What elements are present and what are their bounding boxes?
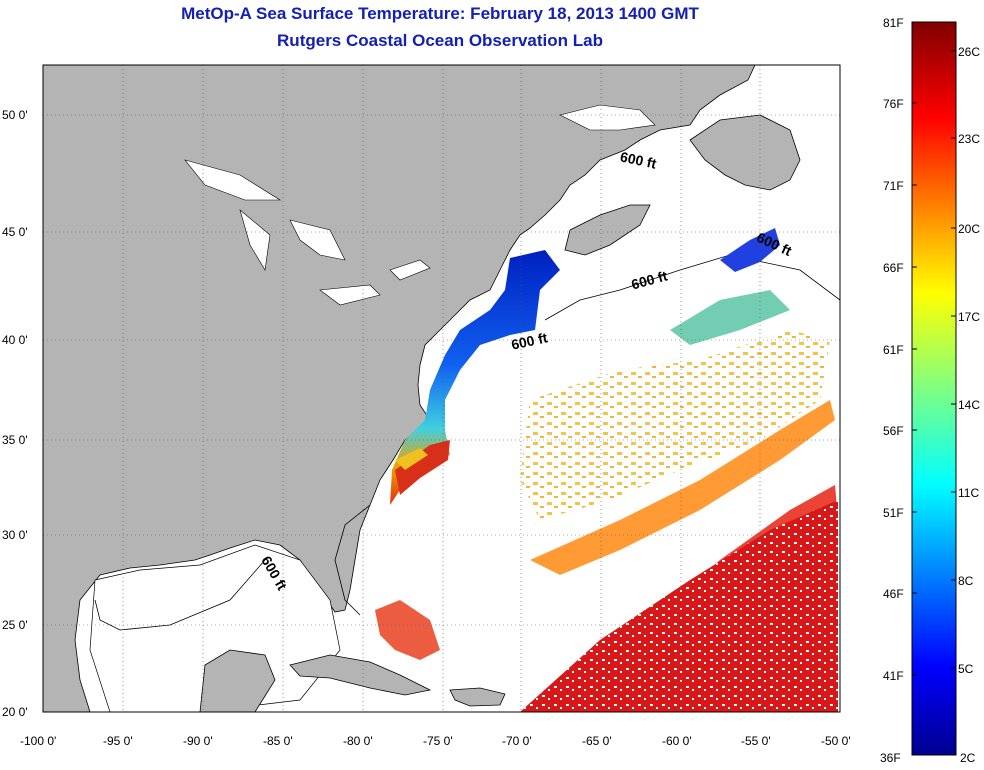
land-cuba xyxy=(289,654,432,696)
land-nova-scotia xyxy=(564,204,651,256)
colorbar-f-label: 66F xyxy=(883,261,904,275)
colorbar-ticks xyxy=(912,50,956,676)
lat-tick-label: 20 0' xyxy=(2,705,28,719)
map-frame xyxy=(42,64,841,713)
lon-tick-label: -75 0' xyxy=(423,734,453,748)
lon-tick-label: -85 0' xyxy=(263,734,293,748)
lon-tick-label: -65 0' xyxy=(582,734,612,748)
colorbar-f-label: 41F xyxy=(883,669,904,683)
sst-gulf-stream xyxy=(530,400,835,575)
depth-contour xyxy=(94,504,371,631)
colorbar-f-label: 51F xyxy=(883,506,904,520)
colorbar-f-label: 71F xyxy=(883,179,904,193)
lon-tick-label: -70 0' xyxy=(502,734,532,748)
lat-tick-label: 35 0' xyxy=(2,433,28,447)
sst-hatteras xyxy=(395,440,450,495)
sst-gulf-stream xyxy=(520,330,830,520)
sst-hatteras xyxy=(395,448,428,470)
lon-tick-label: -50 0' xyxy=(821,734,851,748)
colorbar-f-label: 46F xyxy=(883,587,904,601)
hudson-bay-region xyxy=(559,104,656,131)
sst-bahamas xyxy=(375,600,440,660)
lon-tick-label: -100 0' xyxy=(20,734,57,748)
lon-tick-label: -80 0' xyxy=(343,734,373,748)
colorbar-c-label: 14C xyxy=(958,398,981,412)
lat-tick-label: 40 0' xyxy=(2,333,28,347)
colorbar-c-label: 23C xyxy=(958,132,981,146)
colorbar-c-label: 11C xyxy=(958,486,980,500)
colorbar xyxy=(911,21,957,756)
land-yucatan xyxy=(199,649,276,712)
lon-tick-label: -95 0' xyxy=(103,734,133,748)
colorbar-c-label: 2C xyxy=(960,751,976,765)
depth-contour xyxy=(544,254,840,321)
lat-tick-label: 50 0' xyxy=(2,108,28,122)
lon-tick-label: -55 0' xyxy=(741,734,771,748)
colorbar-c-label: 17C xyxy=(958,310,981,324)
map-title: MetOp-A Sea Surface Temperature: Februar… xyxy=(181,4,699,23)
colorbar-c-label: 20C xyxy=(958,222,981,236)
map-subtitle: Rutgers Coastal Ocean Observation Lab xyxy=(277,31,603,50)
colorbar-f-label: 56F xyxy=(883,424,904,438)
sst-coastal-band xyxy=(390,250,560,505)
sst-north-cold xyxy=(720,228,780,272)
sst-north-mid xyxy=(670,290,790,345)
colorbar-c-label: 26C xyxy=(958,45,981,59)
lat-tick-label: 30 0' xyxy=(2,528,28,542)
colorbar-c-label: 5C xyxy=(958,662,974,676)
lon-tick-label: -60 0' xyxy=(662,734,692,748)
lat-tick-label: 25 0' xyxy=(2,618,28,632)
colorbar-f-label: 61F xyxy=(883,343,904,357)
colorbar-f-label: 76F xyxy=(883,97,904,111)
lat-tick-label: 45 0' xyxy=(2,225,28,239)
land-hispaniola xyxy=(449,687,506,707)
land-newfoundland xyxy=(689,114,801,191)
great-lakes xyxy=(184,159,431,306)
graticule xyxy=(43,65,840,712)
lon-tick-label: -90 0' xyxy=(183,734,213,748)
colorbar-f-label: 36F xyxy=(880,751,901,765)
land-north-america xyxy=(43,65,756,712)
sst-warm-current xyxy=(520,500,838,712)
colorbar-f-label: 81F xyxy=(883,16,904,30)
colorbar-c-label: 8C xyxy=(958,574,974,588)
